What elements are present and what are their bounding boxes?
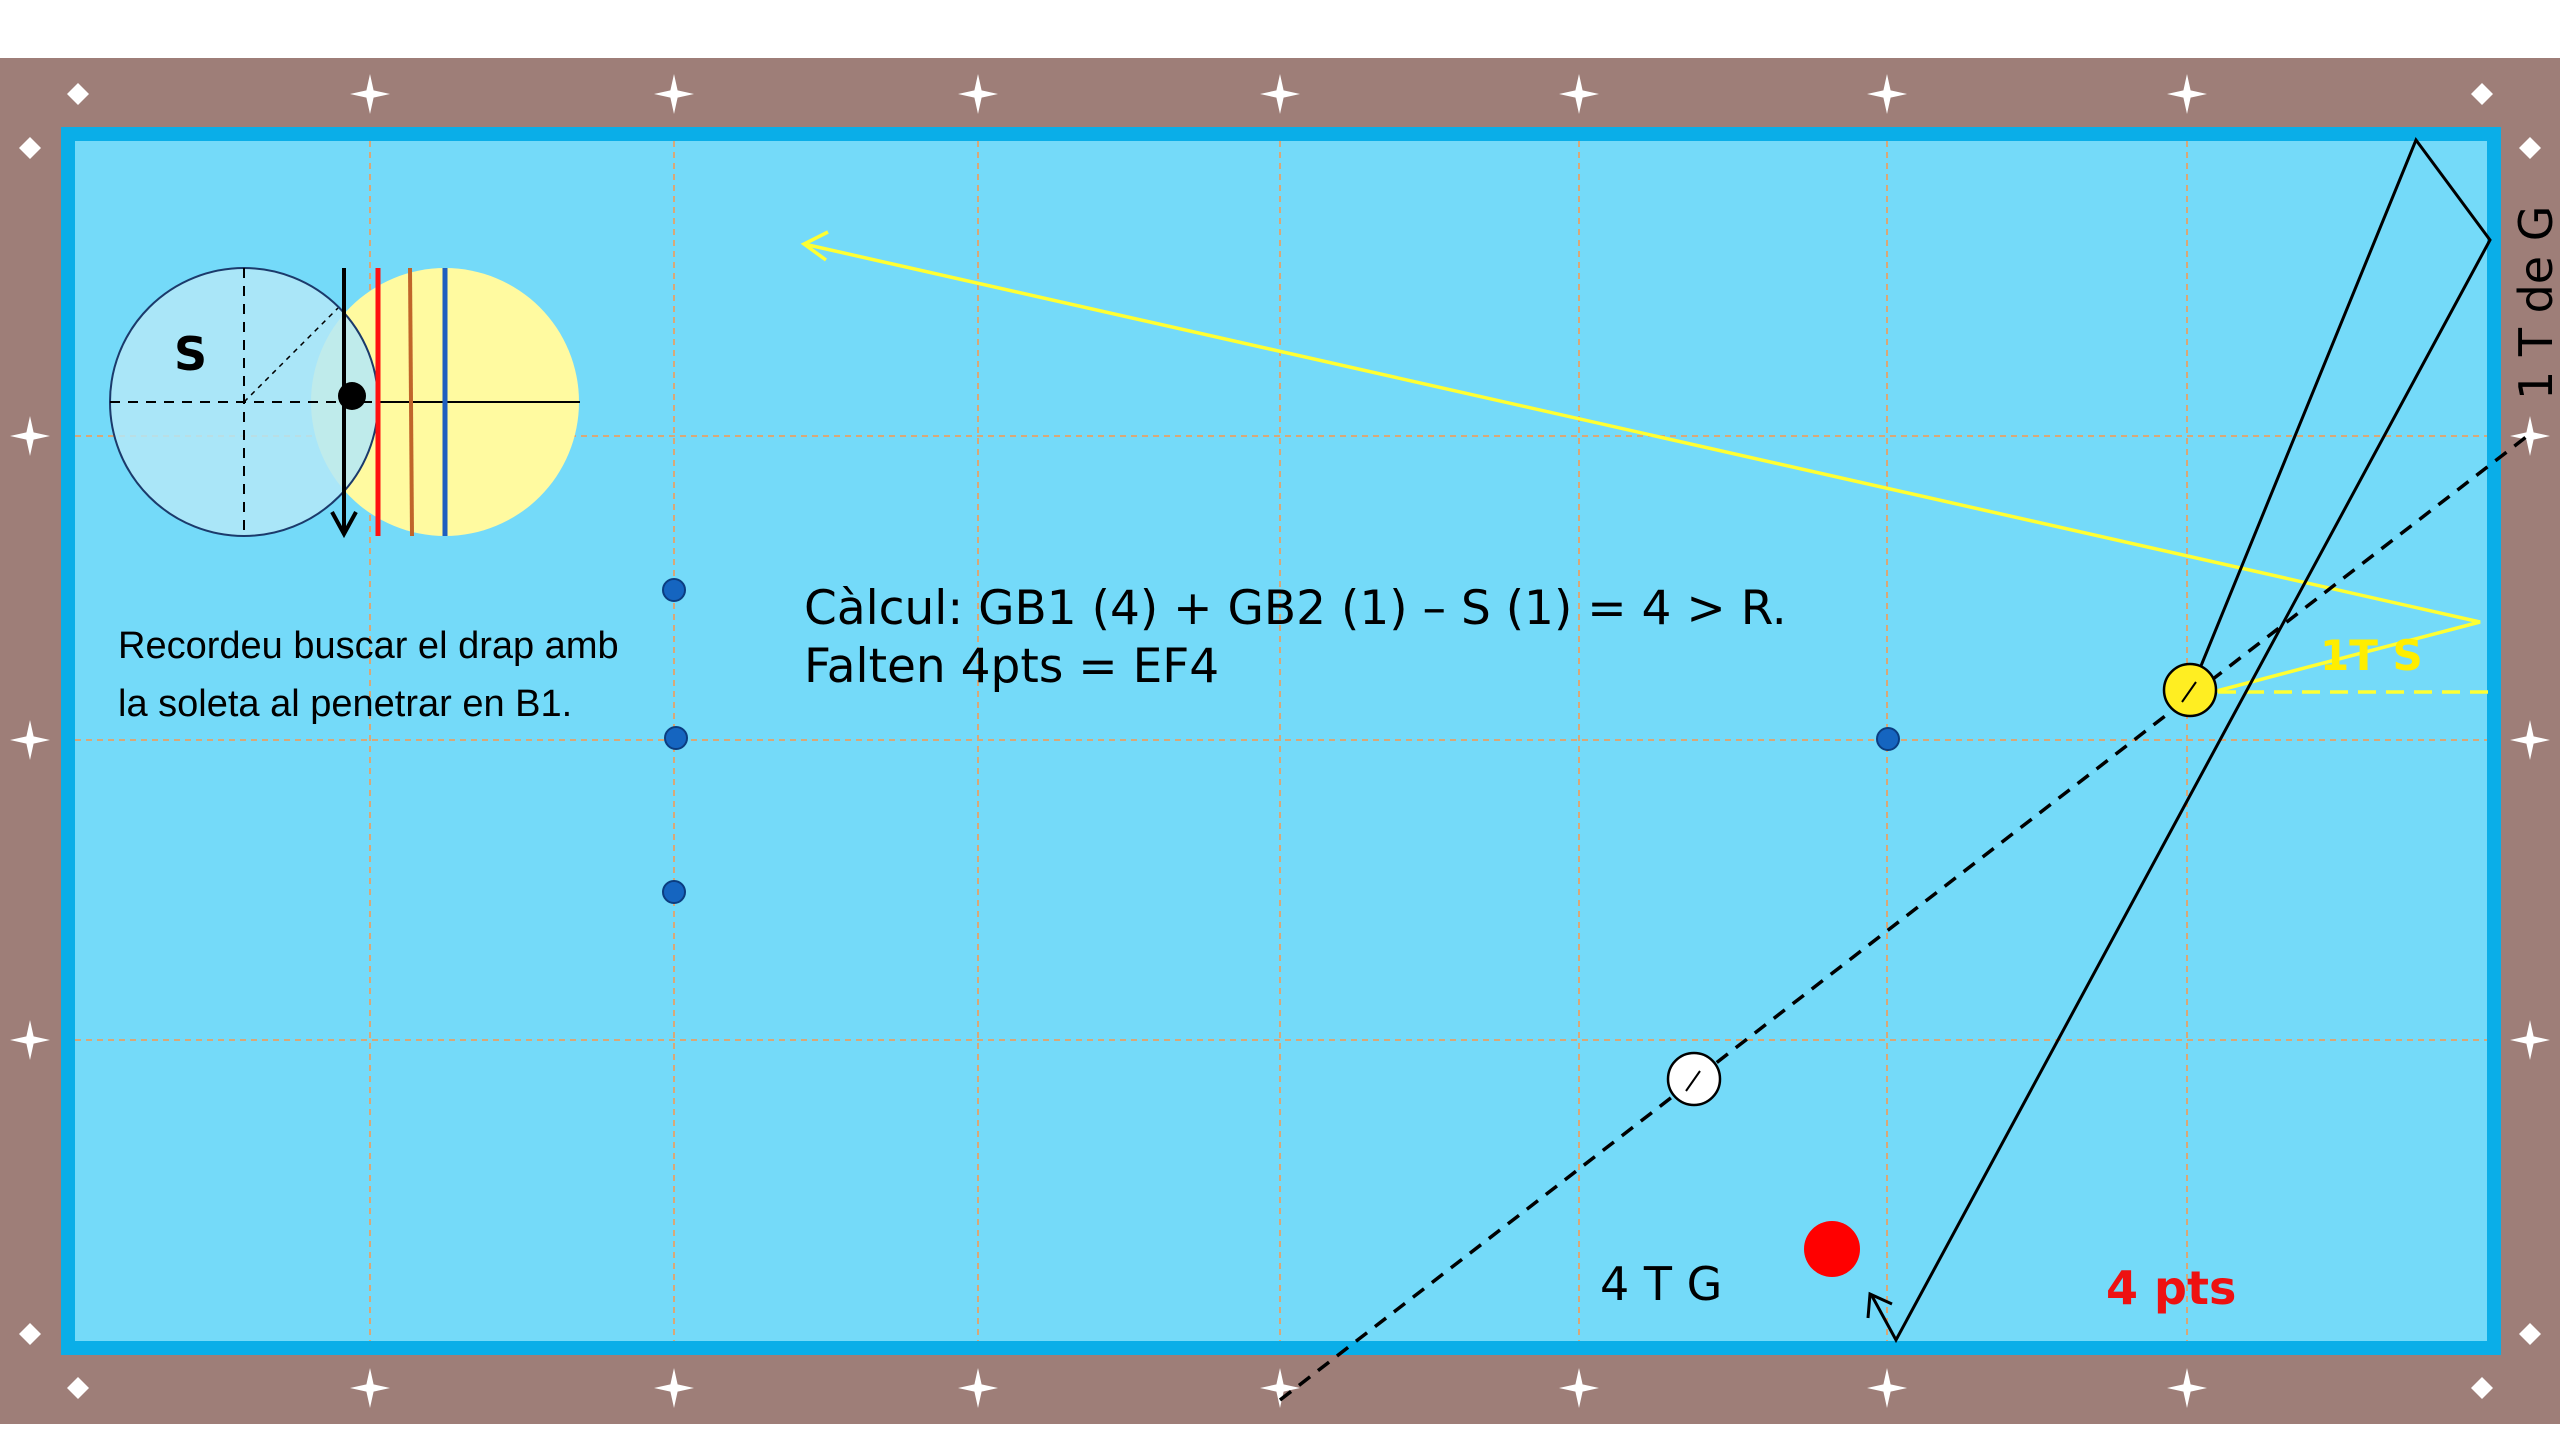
cue-direction-arrow-icon [330, 511, 358, 539]
reference-dots [662, 578, 1900, 904]
diamond-marker-icon [67, 1377, 89, 1399]
sparkle-marker-icon [10, 720, 50, 760]
diamond-marker-icon [2519, 1323, 2541, 1345]
brown-contact-line [408, 267, 414, 537]
sparkle-marker-icon [350, 74, 390, 114]
bottom-rail-label: 4 T G [1600, 1257, 1722, 1311]
sparkle-marker-icon [654, 1368, 694, 1408]
white-ball-tick [1685, 1070, 1701, 1092]
sparkle-marker-icon [10, 1020, 50, 1060]
reminder-line-2: la soleta al penetrar en B1. [118, 683, 572, 725]
reference-dot [662, 578, 686, 602]
spin-angle-line [243, 307, 339, 403]
cue-path-line [1870, 136, 2492, 1344]
yellow-ball-tick [2181, 681, 2197, 703]
spin-diagram: S [109, 267, 580, 539]
diamond-marker-icon [19, 137, 41, 159]
red-ball [1804, 1221, 1860, 1277]
sparkle-marker-icon [2510, 1020, 2550, 1060]
sparkle-marker-icon [1559, 1368, 1599, 1408]
calculation-line-1: Càlcul: GB1 (4) + GB2 (1) – S (1) = 4 > … [804, 581, 1787, 636]
spin-letter: S [174, 327, 207, 381]
short-rail-label: 1 T de G [2509, 206, 2560, 400]
reference-dot [664, 726, 688, 750]
cue-ball-path [1278, 136, 2532, 1402]
sparkle-marker-icon [10, 416, 50, 456]
diamond-marker-icon [2519, 137, 2541, 159]
cue-path-arrow-icon [1866, 1291, 1893, 1319]
sparkle-marker-icon [958, 74, 998, 114]
sparkle-marker-icon [350, 1368, 390, 1408]
sparkle-marker-icon [2167, 1368, 2207, 1408]
yellow-path-label: 1T S [2320, 631, 2423, 680]
sparkle-marker-icon [1867, 74, 1907, 114]
rail-diamonds [10, 74, 2550, 1408]
yellow-ball-path [800, 230, 2490, 700]
sparkle-marker-icon [654, 74, 694, 114]
sparkle-marker-icon [2510, 720, 2550, 760]
sparkle-marker-icon [1867, 1368, 1907, 1408]
calculation-line-2: Falten 4pts = EF4 [804, 639, 1219, 694]
yellow-path-line [803, 242, 2481, 700]
reference-dot [1876, 727, 1900, 751]
reminder-line-1: Recordeu buscar el drap amb [118, 625, 619, 667]
sparkle-marker-icon [1559, 74, 1599, 114]
diamond-marker-icon [67, 83, 89, 105]
cue-tip-point [338, 382, 366, 410]
diamond-marker-icon [19, 1323, 41, 1345]
sparkle-marker-icon [1260, 1368, 1300, 1408]
sparkle-marker-icon [2510, 416, 2550, 456]
sparkle-marker-icon [958, 1368, 998, 1408]
sparkle-marker-icon [2167, 74, 2207, 114]
diamond-marker-icon [2471, 83, 2493, 105]
diamond-marker-icon [2471, 1377, 2493, 1399]
reference-dot [662, 880, 686, 904]
points-label: 4 pts [2106, 1261, 2236, 1315]
yellow-path-arrow-icon [800, 230, 829, 262]
sparkle-marker-icon [1260, 74, 1300, 114]
